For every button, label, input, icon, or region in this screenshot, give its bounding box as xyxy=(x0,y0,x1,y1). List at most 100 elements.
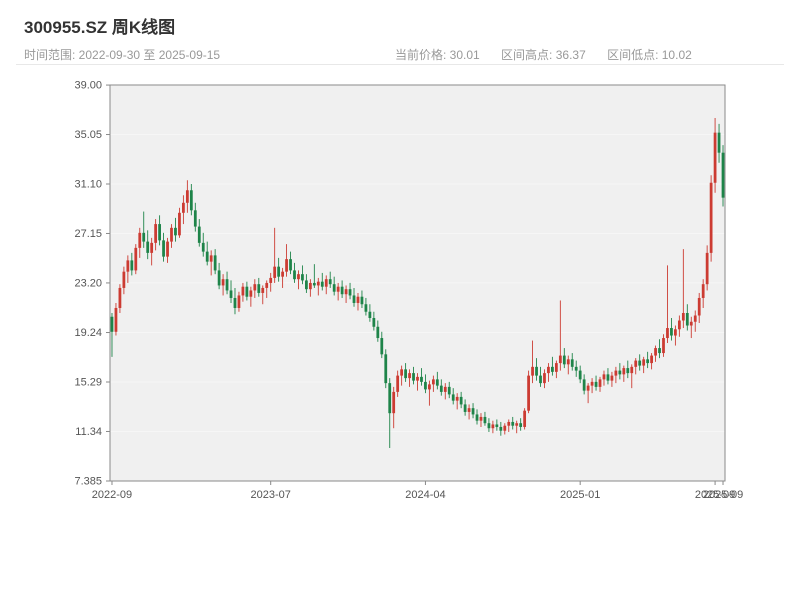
candle xyxy=(114,302,118,336)
y-tick-label: 31.10 xyxy=(74,179,102,191)
candle xyxy=(158,215,161,246)
candle xyxy=(233,287,237,315)
candle xyxy=(693,310,697,332)
candle xyxy=(209,250,213,276)
candle xyxy=(547,363,550,382)
candle xyxy=(428,380,431,406)
y-tick-label: 27.15 xyxy=(74,228,102,240)
candle xyxy=(364,297,368,316)
candle xyxy=(701,279,705,308)
candle xyxy=(499,421,503,436)
candle xyxy=(487,418,491,432)
candle xyxy=(245,281,249,301)
candle xyxy=(320,272,324,291)
candle xyxy=(297,270,300,290)
range-low-stat: 区间低点: 10.02 xyxy=(607,48,692,62)
candle xyxy=(193,202,197,232)
candle xyxy=(689,316,693,339)
candle xyxy=(503,423,507,435)
candle xyxy=(205,241,209,266)
candle xyxy=(360,290,364,308)
candle xyxy=(277,257,281,282)
candle xyxy=(412,366,415,385)
y-tick-label: 15.29 xyxy=(74,377,102,389)
candle xyxy=(459,391,463,409)
candle xyxy=(586,383,590,404)
candle xyxy=(467,404,471,420)
candle xyxy=(265,280,269,298)
candle xyxy=(336,282,340,301)
candle xyxy=(677,315,681,337)
candle xyxy=(662,334,665,357)
candle xyxy=(352,287,356,307)
candle xyxy=(396,370,400,397)
candle xyxy=(134,244,138,275)
candle xyxy=(594,375,598,391)
candle xyxy=(376,320,380,342)
candle xyxy=(475,409,479,425)
plot-background xyxy=(110,85,725,481)
candle xyxy=(527,370,530,414)
candle xyxy=(598,376,602,392)
candle xyxy=(685,304,689,331)
candle xyxy=(217,262,221,290)
candle xyxy=(709,175,713,262)
candle xyxy=(590,378,594,394)
candle xyxy=(463,399,467,416)
candle xyxy=(455,393,459,410)
candle xyxy=(562,348,566,369)
candle xyxy=(269,272,273,292)
candle xyxy=(110,312,114,357)
candle xyxy=(253,279,257,298)
candle xyxy=(388,378,392,448)
candle xyxy=(305,274,308,293)
candle xyxy=(697,292,701,324)
candle xyxy=(558,300,562,371)
candle xyxy=(126,255,130,283)
y-tick-label: 39.00 xyxy=(74,80,102,92)
candle xyxy=(650,353,653,370)
candle xyxy=(213,249,217,275)
x-tick-label: 2025-09 xyxy=(695,489,735,501)
candle xyxy=(372,311,376,331)
candle xyxy=(515,420,519,434)
candle xyxy=(566,355,570,375)
candle xyxy=(491,420,495,434)
candle xyxy=(570,353,574,371)
candle xyxy=(122,266,126,295)
candle xyxy=(646,351,650,369)
candle xyxy=(185,180,189,213)
candle xyxy=(308,279,312,297)
candle xyxy=(681,249,685,329)
candle xyxy=(344,285,348,303)
candle xyxy=(138,227,142,258)
candle xyxy=(578,365,582,384)
candle xyxy=(241,282,245,302)
candle xyxy=(658,339,661,359)
candle xyxy=(197,219,201,247)
candle xyxy=(666,265,669,344)
candle xyxy=(261,285,265,305)
range-high-stat: 区间高点: 36.37 xyxy=(501,48,586,62)
x-tick-label: 2022-09 xyxy=(92,489,132,501)
candle xyxy=(479,413,483,427)
candle xyxy=(404,363,407,382)
candle xyxy=(551,356,554,376)
price-stats: 当前价格: 30.01 区间高点: 36.37 区间低点: 10.02 xyxy=(395,46,710,63)
x-tick-label: 2024-04 xyxy=(405,489,445,501)
candlestick-canvas: 39.00 35.05 31.10 27.15 23.20 19.24 15.29 11.34… xyxy=(74,80,743,501)
candle xyxy=(221,274,225,296)
candle xyxy=(626,360,630,379)
candle xyxy=(201,232,205,257)
candle xyxy=(574,360,578,377)
candle xyxy=(249,286,253,307)
candle xyxy=(554,360,558,379)
candle xyxy=(281,267,284,288)
candle xyxy=(225,271,229,295)
page-title: 300955.SZ 周K线图 xyxy=(24,18,176,37)
candle xyxy=(312,264,316,288)
candle xyxy=(471,403,475,419)
plot-border xyxy=(109,84,726,482)
candle xyxy=(618,363,622,380)
candle xyxy=(130,252,134,276)
